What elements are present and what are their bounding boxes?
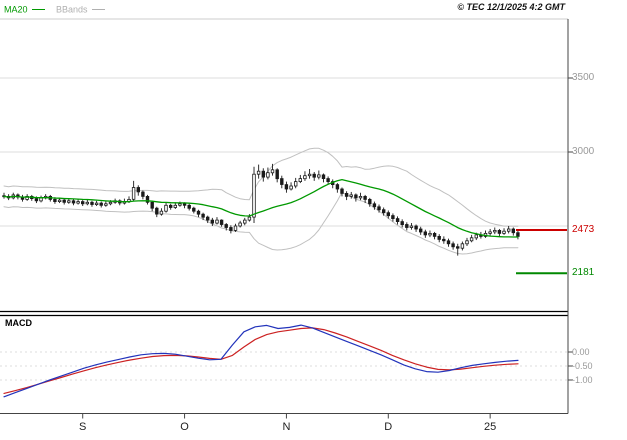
month-label-december: D <box>384 421 393 433</box>
copyright-text: © TEC 12/1/2025 4:2 GMT <box>457 2 565 12</box>
price-axis-tick-3500: 3500 <box>572 72 595 83</box>
macd-axis-tick-0: 0.00 <box>572 347 590 357</box>
support-price-label: 2181 <box>572 267 595 279</box>
ma20-legend-line-icon <box>31 9 45 11</box>
macd-axis-tick-neg100: -1.00 <box>572 375 593 385</box>
bbands-legend-line-icon <box>91 9 105 11</box>
macd-panel-title: MACD <box>5 318 32 328</box>
bbands-legend-item: BBands <box>56 4 105 15</box>
month-label-november: N <box>282 421 291 433</box>
macd-axis-tick-neg050: -0.50 <box>572 361 593 371</box>
resistance-price-label: 2473 <box>572 223 595 235</box>
month-label-october: O <box>180 421 189 433</box>
month-label-september: S <box>79 421 87 433</box>
year-label-25: 25 <box>484 421 497 433</box>
chart-legend: MA20 BBands <box>4 3 114 16</box>
ma20-legend-item: MA20 <box>4 4 45 15</box>
price-axis-tick-3000: 3000 <box>572 146 595 157</box>
bbands-legend-label: BBands <box>56 4 88 15</box>
ma20-legend-label: MA20 <box>4 4 28 15</box>
